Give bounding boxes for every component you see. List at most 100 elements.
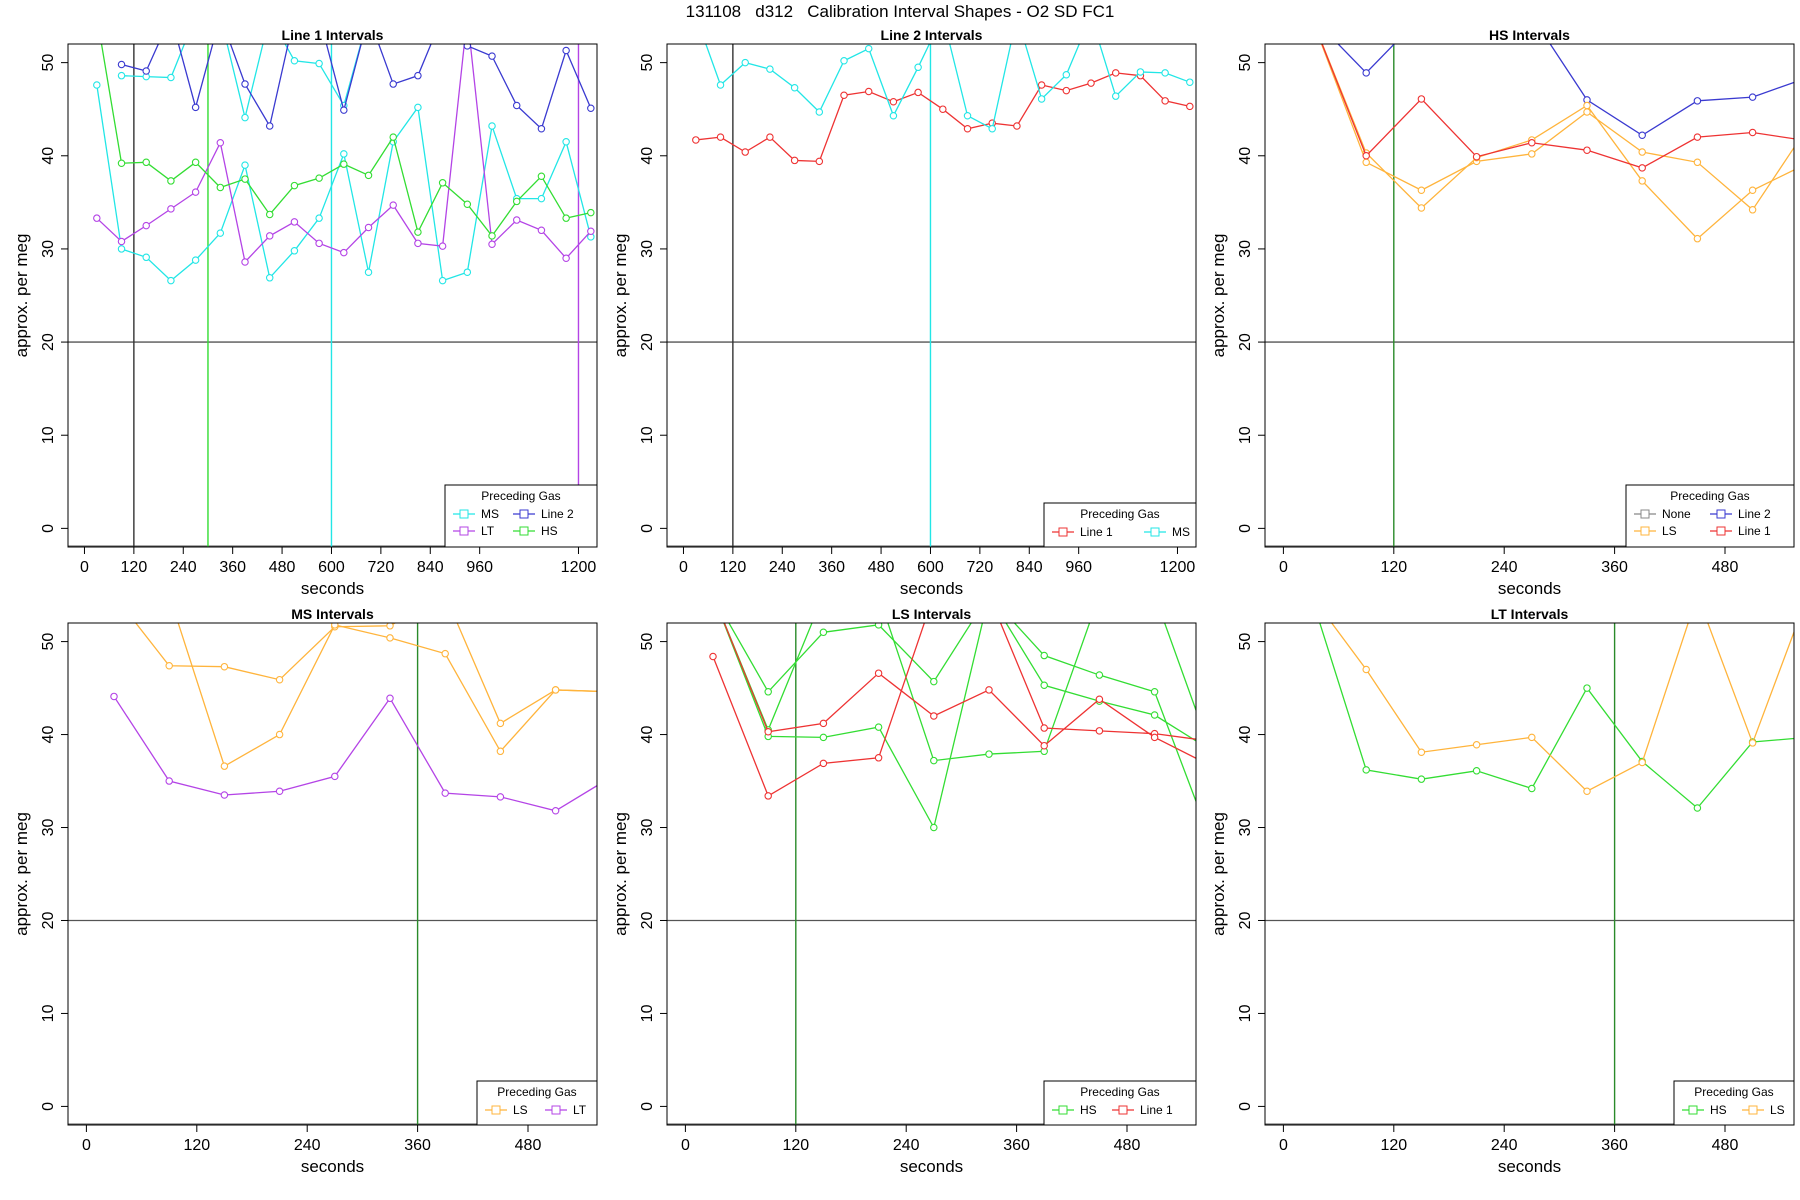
x-axis-label: seconds <box>1498 1157 1561 1176</box>
y-axis-label: approx. per meg <box>1209 812 1228 936</box>
data-point <box>496 719 505 728</box>
y-tick-label: 0 <box>639 1102 656 1111</box>
x-tick-label: 720 <box>967 559 994 576</box>
x-tick-label: 120 <box>121 559 148 576</box>
y-tick-label: 20 <box>639 911 656 929</box>
legend: Preceding Gas Line 1 MS <box>1043 502 1197 548</box>
data-point <box>587 208 595 217</box>
y-tick-label: 10 <box>639 426 656 444</box>
data-point <box>1095 671 1104 679</box>
data-point <box>512 197 521 206</box>
legend-title: Preceding Gas <box>1694 1085 1773 1099</box>
data-point <box>340 160 348 168</box>
data-point <box>438 179 447 187</box>
x-tick-label: 0 <box>80 559 89 576</box>
data-point <box>275 675 284 684</box>
data-point <box>608 689 614 695</box>
series-line-lt <box>113 696 597 812</box>
x-tick-label: 480 <box>1712 1137 1739 1154</box>
legend-label: Line 2 <box>541 507 574 521</box>
data-point <box>117 245 126 253</box>
data-point <box>988 125 996 133</box>
data-point <box>1748 93 1757 101</box>
data-point <box>241 80 249 88</box>
y-tick-label: 40 <box>639 726 656 744</box>
y-tick-label: 40 <box>1237 726 1254 744</box>
data-point <box>340 106 348 114</box>
series-line-lt <box>96 44 592 264</box>
data-point <box>463 44 472 50</box>
data-point <box>1528 784 1536 793</box>
data-point <box>874 623 883 629</box>
data-point <box>496 747 505 756</box>
series-line-ls <box>134 623 597 725</box>
data-point <box>764 688 772 696</box>
data-point <box>386 623 394 630</box>
data-point <box>241 258 249 266</box>
data-point <box>142 221 150 230</box>
series-line-hs <box>728 623 1196 804</box>
x-tick-label: 240 <box>893 1137 920 1154</box>
data-point <box>414 103 422 112</box>
data-point <box>1417 95 1426 103</box>
data-point <box>488 232 496 240</box>
y-tick-label: 40 <box>639 147 656 165</box>
legend: Preceding Gas HS Line 1 <box>1043 1080 1197 1126</box>
x-tick-label: 1200 <box>561 559 597 576</box>
data-point <box>790 156 799 165</box>
x-tick-label: 360 <box>1601 1137 1628 1154</box>
legend-label: Line 2 <box>1738 507 1771 521</box>
x-tick-label: 600 <box>318 559 345 576</box>
data-point <box>1150 688 1159 696</box>
x-tick-label: 120 <box>1380 559 1407 576</box>
data-point <box>930 677 938 686</box>
data-point <box>819 733 828 742</box>
legend-swatch-marker <box>1640 509 1650 519</box>
data-point <box>386 694 394 703</box>
data-point <box>914 88 922 97</box>
data-point <box>488 240 496 249</box>
data-point <box>1638 131 1646 140</box>
data-point <box>1583 101 1591 110</box>
data-point <box>241 175 249 183</box>
data-point <box>1040 724 1048 732</box>
data-point <box>1638 164 1646 172</box>
y-tick-label: 50 <box>639 54 656 72</box>
legend-box <box>1673 1080 1795 1126</box>
legend: Preceding Gas None Line 2 LS Line 1 <box>1625 484 1795 548</box>
data-point <box>315 214 323 222</box>
data-point <box>1528 138 1536 147</box>
x-tick-label: 960 <box>1065 559 1092 576</box>
data-point <box>889 98 898 106</box>
data-point <box>1528 733 1536 742</box>
data-point <box>1638 758 1646 767</box>
data-point <box>1528 150 1536 158</box>
plot-area <box>667 623 1196 1125</box>
data-point <box>716 81 725 89</box>
x-tick-label: 120 <box>720 559 747 576</box>
y-tick-label: 10 <box>40 426 57 444</box>
x-tick-label: 120 <box>1380 1137 1407 1154</box>
figure-title: 131108 d312 Calibration Interval Shapes … <box>685 2 1115 21</box>
y-tick-label: 50 <box>639 633 656 651</box>
data-point <box>840 91 848 99</box>
y-tick-label: 50 <box>1237 633 1254 651</box>
data-point <box>1417 775 1426 783</box>
data-point <box>1362 158 1370 167</box>
data-point <box>1693 158 1702 167</box>
y-tick-label: 20 <box>40 911 57 929</box>
y-tick-label: 50 <box>1237 54 1254 72</box>
series-line-line-1 <box>712 623 1196 797</box>
series-line-line-1 <box>723 623 1196 759</box>
x-tick-label: 240 <box>1491 559 1518 576</box>
panel-title: MS Intervals <box>291 606 374 622</box>
x-axis-label: seconds <box>900 579 963 598</box>
data-point <box>1087 79 1095 87</box>
data-point <box>414 239 422 248</box>
y-tick-label: 40 <box>40 147 57 165</box>
data-point <box>220 791 229 799</box>
data-point <box>766 133 774 141</box>
data-point <box>1417 204 1426 212</box>
y-tick-label: 10 <box>40 1004 57 1022</box>
